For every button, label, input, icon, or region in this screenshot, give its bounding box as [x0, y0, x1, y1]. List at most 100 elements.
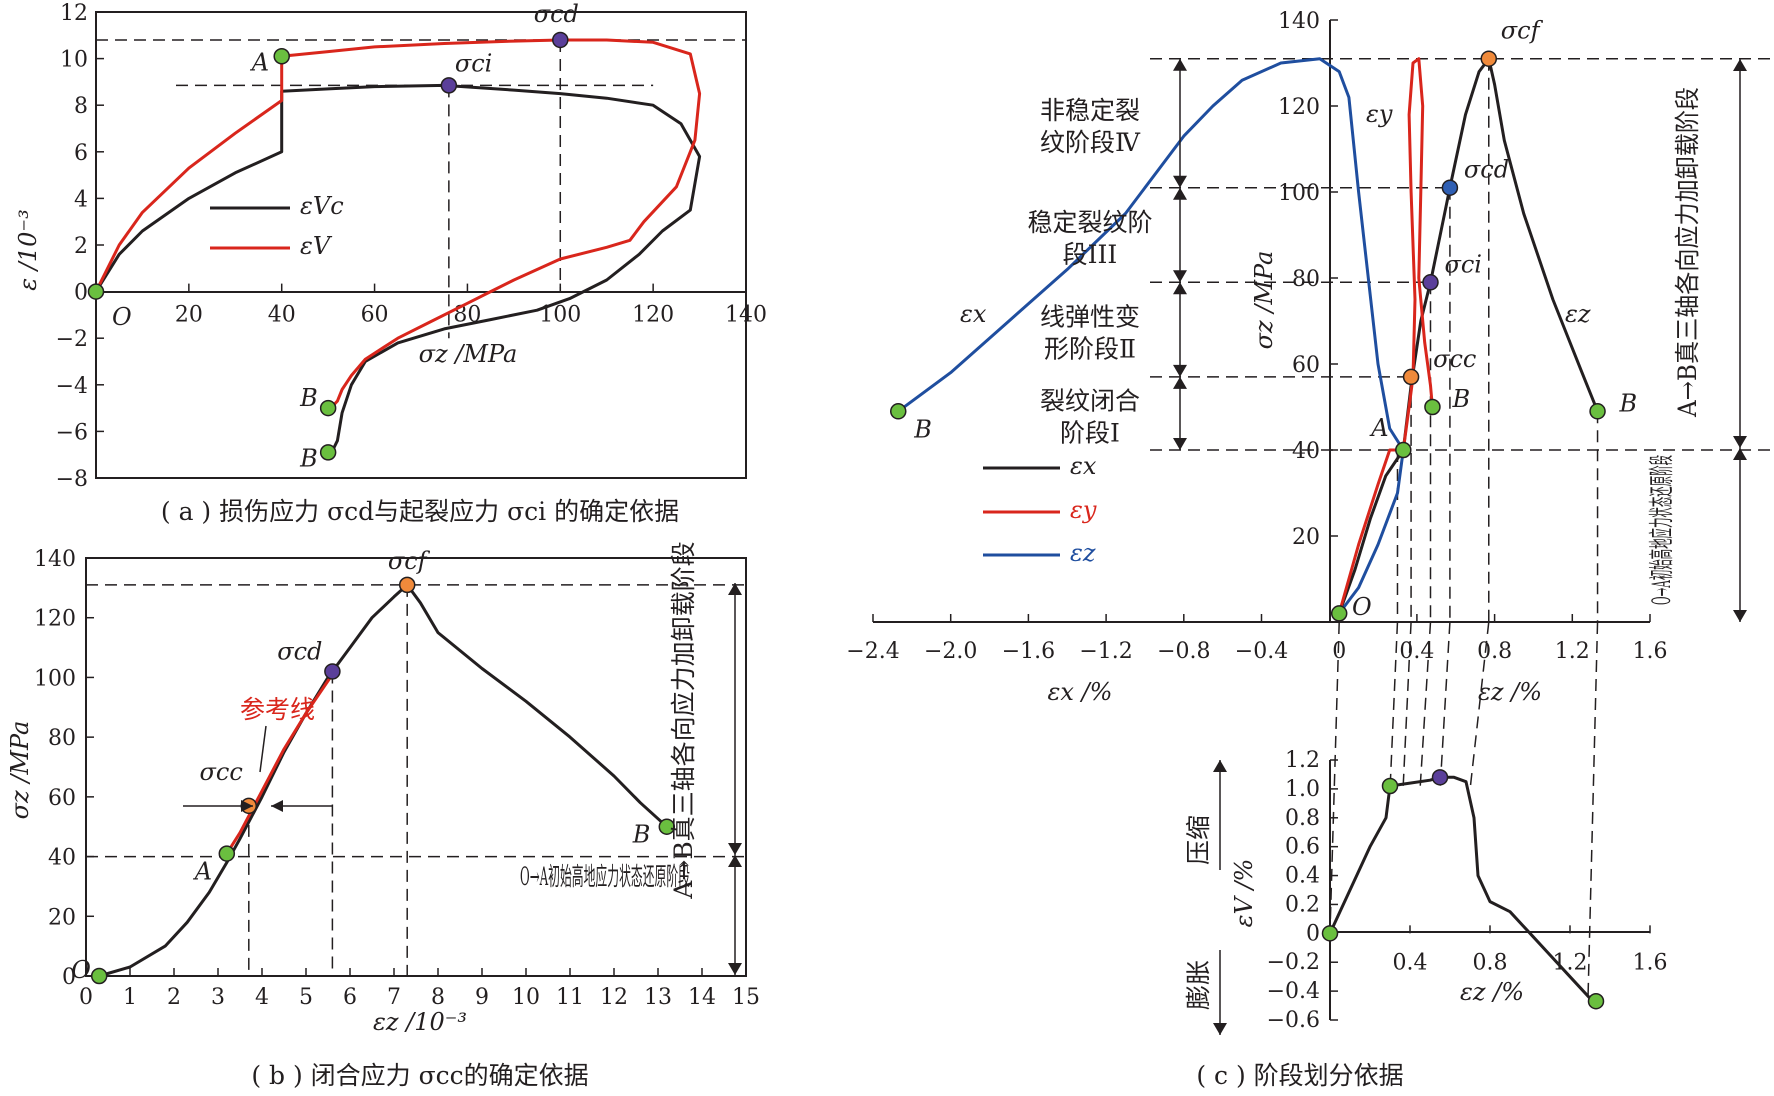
legend-a-label-1: εV [300, 232, 333, 260]
b-xtick-label-11: 11 [556, 985, 584, 1010]
c-xtick-label-4: −0.8 [1157, 639, 1210, 664]
panel-a-xlabel: σz /MPa [419, 340, 518, 368]
b-xtick-label-1: 1 [123, 985, 137, 1010]
b-ytick-label-0: 0 [62, 965, 76, 990]
c-xtick-label-10: 1.6 [1633, 639, 1668, 664]
c-guide-link-1 [1389, 621, 1399, 791]
cc-arrow-right-head [271, 800, 283, 812]
b-ytick-label-7: 140 [34, 547, 76, 572]
stage-b-label-lower: O→A初始高地应力状态还原阶段 [520, 862, 690, 891]
legend-c-label-1: εy [1070, 496, 1097, 524]
a-ytick-label-5: 2 [74, 234, 88, 259]
stage-b-label-lower-text: O→A初始高地应力状态还原阶段 [520, 862, 690, 891]
c-xtick-label-3: −1.2 [1079, 639, 1132, 664]
i-point-0 [1321, 925, 1339, 942]
c-ytick-label-2: 60 [1292, 353, 1320, 378]
b-xtick-label-0: 0 [79, 985, 93, 1010]
i-point-3 [1587, 992, 1605, 1010]
b-point-label-1: A [193, 858, 212, 886]
panel-a-origin-label: O [112, 303, 132, 331]
c-stage-label-1-line1: 稳定裂纹阶 [1027, 208, 1152, 237]
a-point-3 [552, 31, 569, 49]
c-xtick-label-9: 1.2 [1555, 639, 1590, 664]
inset-dilate-arrow-head [1213, 1023, 1227, 1035]
c-point-label-8: B [1619, 389, 1638, 417]
i-ytick-label-6: 0.6 [1285, 835, 1320, 860]
panel-c-caption: ( c ) 阶段划分依据 [1196, 1061, 1403, 1090]
b-ytick-label-2: 40 [48, 846, 76, 871]
a-ytick-label-10: 12 [60, 1, 88, 26]
c-xtick-label-1: −2.0 [924, 639, 977, 664]
b-point-label-0: O [71, 956, 91, 984]
inset-label-dilate: 膨胀 [1184, 960, 1213, 1010]
panel-c: 20 40 60 80 100 120 140 −2.4 −2.0 −1.6 −1.2 −0.8 −0… [846, 9, 1770, 1090]
panel-b-ylabel: σz /MPa [6, 721, 34, 820]
cc-arrow-left-head [241, 800, 253, 812]
a-series-V [94, 38, 702, 410]
c-point-label-5: σcf [1501, 17, 1544, 45]
i-series-0 [1328, 775, 1597, 1003]
i-ytick-label-8: 1.0 [1285, 777, 1320, 802]
b-xtick-label-10: 10 [512, 985, 540, 1010]
panel-c-inset: −0.6 −0.4 −0.2 0 0.2 0.4 0.6 0.8 1.0 1.2 0.4 0.8 1.… [1184, 748, 1668, 1035]
a-series-Vc [94, 83, 702, 454]
c-point-label-6: B [913, 415, 932, 443]
c-guide-link-5 [1469, 621, 1490, 791]
a-ytick-label-2: −4 [56, 374, 88, 399]
a-point-label-4: B [299, 384, 318, 412]
a-point-4 [319, 399, 337, 417]
curve-label-ex: εx [960, 300, 987, 328]
c-point-0 [1330, 605, 1348, 622]
c-ytick-label-4: 100 [1278, 181, 1320, 206]
legend-c-label-2: εz [1070, 539, 1096, 567]
legend-a-label-0: εVc [300, 192, 344, 220]
c-ytick-label-3: 80 [1292, 267, 1320, 292]
i-ytick-label-1: −0.4 [1267, 979, 1320, 1004]
a-xtick-label-2: 40 [268, 303, 296, 328]
c-point-5 [1480, 50, 1498, 67]
c-point-1 [1395, 441, 1412, 459]
c-ytick-label-6: 140 [1278, 9, 1320, 34]
i-ytick-label-9: 1.2 [1285, 748, 1320, 773]
c-guide-link-3 [1419, 621, 1432, 791]
c-stage-label-1-line2: 段III [1063, 240, 1118, 269]
a-xtick-label-3: 60 [361, 303, 389, 328]
c-stage-label-2-line2: 形阶段Ⅱ [1044, 335, 1136, 364]
b-xtick-label-15: 15 [732, 985, 760, 1010]
panel-c-ylabel: σz /MPa [1250, 251, 1278, 350]
curve-label-ez: εz [1565, 300, 1591, 328]
c-guide-link-0 [1329, 621, 1340, 933]
c-xtick-label-8: 0.8 [1477, 639, 1512, 664]
c-series-y [1337, 57, 1434, 614]
b-point-1 [218, 845, 236, 862]
panel-b-frame [85, 557, 747, 977]
legend-c-label-0: εx [1070, 452, 1097, 480]
b-series-0 [98, 583, 668, 978]
b-xtick-label-7: 7 [387, 985, 401, 1010]
c-point-label-7: B [1451, 385, 1470, 413]
a-point-label-5: B [299, 444, 318, 472]
panel-c-xlabel-right: εz /% [1478, 678, 1542, 706]
b-point-label-3: σcd [277, 637, 322, 665]
b-point-label-4: σcf [388, 547, 431, 575]
a-ytick-label-8: 8 [74, 94, 88, 119]
a-xtick-label-6: 120 [632, 303, 674, 328]
b-point-5 [658, 818, 676, 835]
c-xtick-label-5: −0.4 [1235, 639, 1288, 664]
panel-b-caption: ( b ) 闭合应力 σcc的确定依据 [251, 1061, 588, 1090]
i-xtick-label-1: 0.8 [1473, 950, 1508, 975]
c-stage-label-2-line1: 线弹性变 [1040, 303, 1140, 332]
i-xtick-label-0: 0.4 [1393, 950, 1428, 975]
i-ytick-label-7: 0.8 [1285, 806, 1320, 831]
c-stage-label-0-line2: 纹阶段Ⅳ [1040, 128, 1141, 157]
a-ytick-label-9: 10 [60, 48, 88, 73]
inset-xlabel: εz /% [1460, 978, 1524, 1006]
b-xtick-label-2: 2 [167, 985, 181, 1010]
a-xtick-label-7: 140 [725, 303, 767, 328]
b-ytick-label-1: 20 [48, 905, 76, 930]
panel-c-origin-label: O [1352, 593, 1372, 621]
b-xtick-label-5: 5 [299, 985, 313, 1010]
a-ytick-label-4: 0 [74, 281, 88, 306]
